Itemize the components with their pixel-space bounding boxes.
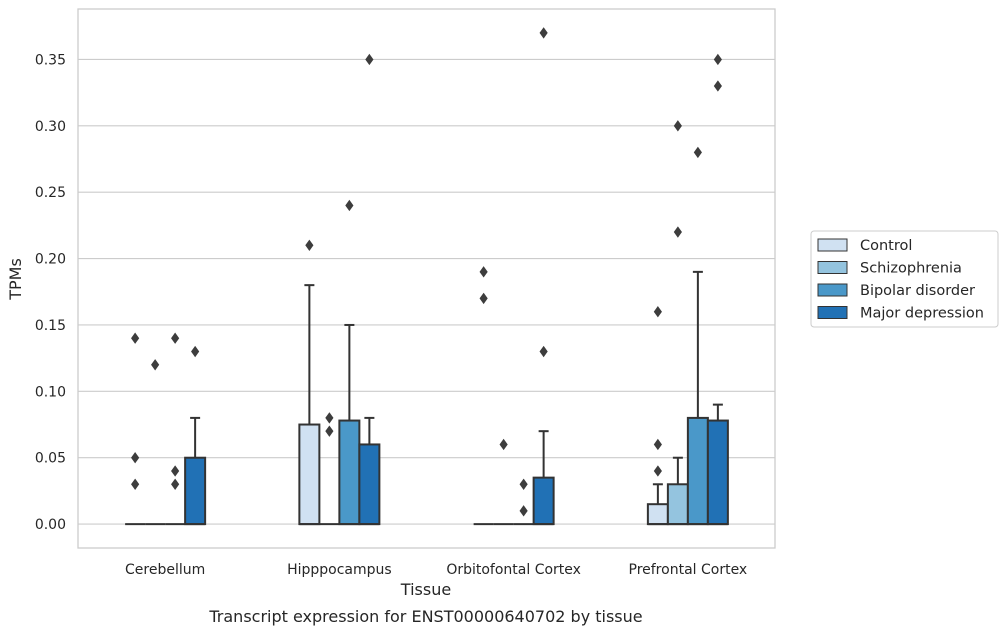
outlier-point: [151, 359, 160, 371]
legend-label: Schizophrenia: [860, 261, 962, 277]
legend-label: Control: [860, 238, 912, 254]
outlier-point: [345, 199, 354, 212]
outlier-point: [131, 452, 140, 464]
box: [298, 423, 321, 526]
outlier-point: [325, 412, 334, 424]
outlier-point: [519, 478, 528, 490]
outlier-point: [479, 266, 488, 278]
legend-swatch: [817, 261, 848, 274]
outlier-layer: [131, 27, 722, 517]
legend-frame: [810, 230, 999, 328]
outlier-point: [519, 505, 528, 517]
outlier-point: [171, 332, 180, 344]
y-tick-label: 0.05: [35, 451, 66, 467]
outlier-point: [653, 465, 662, 477]
outlier-point: [539, 345, 548, 358]
box: [666, 483, 689, 526]
outlier-point: [325, 425, 334, 437]
outlier-point: [673, 226, 682, 238]
legend-label: Bipolar disorder: [860, 283, 975, 299]
outlier-point: [191, 345, 200, 358]
y-axis-label: TPMs: [6, 258, 25, 301]
box: [686, 416, 709, 526]
outlier-point: [653, 306, 662, 318]
x-axis-label: Tissue: [400, 580, 451, 599]
outlier-point: [693, 146, 702, 159]
outlier-point: [539, 27, 548, 39]
y-tick-label: 0.00: [35, 517, 66, 533]
x-tick-label: Orbitofontal Cortex: [446, 562, 581, 578]
outlier-point: [305, 239, 314, 251]
box: [706, 419, 729, 526]
y-tick-label: 0.35: [35, 52, 66, 68]
box: [338, 419, 361, 526]
outlier-point: [713, 53, 722, 66]
y-tick-label: 0.20: [35, 252, 66, 268]
x-tick-label: Cerebellum: [125, 562, 205, 578]
legend-swatch: [817, 238, 848, 252]
box: [358, 443, 381, 526]
box: [184, 456, 207, 526]
x-tick-label: Prefrontal Cortex: [629, 562, 748, 578]
outlier-point: [673, 120, 682, 132]
legend-swatch: [817, 306, 848, 319]
box: [646, 503, 669, 526]
legend-swatch: [817, 283, 848, 297]
y-tick-label: 0.15: [35, 318, 66, 334]
grid-lines: [78, 58, 775, 525]
x-tick-labels: Cerebellum Hipppocampus Orbitofontal Corte…: [125, 562, 747, 578]
outlier-point: [499, 438, 508, 451]
figure-caption: Transcript expression for ENST0000064070…: [208, 607, 642, 626]
box-layer: [125, 270, 729, 526]
y-tick-label: 0.25: [35, 185, 66, 201]
legend: Control Schizophrenia Bipolar disorder Majo…: [810, 230, 999, 328]
outlier-point: [365, 53, 374, 66]
outlier-point: [131, 332, 140, 344]
legend-label: Major depression: [860, 306, 984, 322]
outlier-point: [131, 478, 140, 490]
y-tick-label: 0.30: [35, 119, 66, 135]
outlier-point: [713, 80, 722, 92]
box: [532, 476, 555, 526]
outlier-point: [479, 292, 488, 305]
plot-frame: [77, 8, 776, 549]
y-tick-labels: 0.00 0.05 0.10 0.15 0.20 0.25 0.30 0.35: [35, 52, 66, 533]
outlier-point: [653, 438, 662, 451]
outlier-point: [171, 478, 180, 490]
x-tick-label: Hipppocampus: [287, 562, 392, 578]
y-tick-label: 0.10: [35, 384, 66, 400]
outlier-point: [171, 465, 180, 477]
